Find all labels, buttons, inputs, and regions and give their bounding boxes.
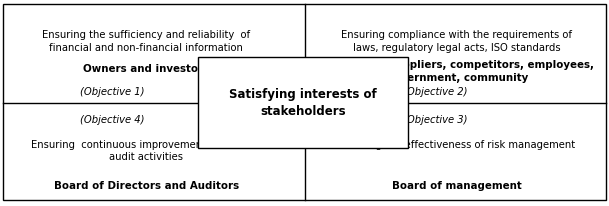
Text: Customers, suppliers, competitors, employees,
government, community: Customers, suppliers, competitors, emplo… [320, 60, 594, 82]
Text: (Objective 1): (Objective 1) [80, 87, 145, 97]
Text: (Objective 4): (Objective 4) [80, 115, 145, 124]
Text: Ensuring compliance with the requirements of
laws, regulatory legal acts, ISO st: Ensuring compliance with the requirement… [341, 30, 572, 52]
FancyBboxPatch shape [3, 5, 606, 200]
Text: Ensuring the effectiveness of risk management: Ensuring the effectiveness of risk manag… [338, 139, 576, 149]
Text: Owners and investors: Owners and investors [83, 64, 209, 74]
Text: Satisfying interests of
stakeholders: Satisfying interests of stakeholders [229, 88, 377, 118]
Text: Ensuring  continuous improvement of internal
audit activities: Ensuring continuous improvement of inter… [32, 139, 261, 162]
Text: (Objective 2): (Objective 2) [403, 87, 468, 97]
Text: Board of management: Board of management [392, 180, 522, 190]
Text: (Objective 3): (Objective 3) [403, 115, 468, 124]
FancyBboxPatch shape [198, 58, 408, 148]
Text: Ensuring the sufficiency and reliability  of
financial and non-financial informa: Ensuring the sufficiency and reliability… [42, 30, 250, 52]
Text: Board of Directors and Auditors: Board of Directors and Auditors [54, 180, 239, 190]
